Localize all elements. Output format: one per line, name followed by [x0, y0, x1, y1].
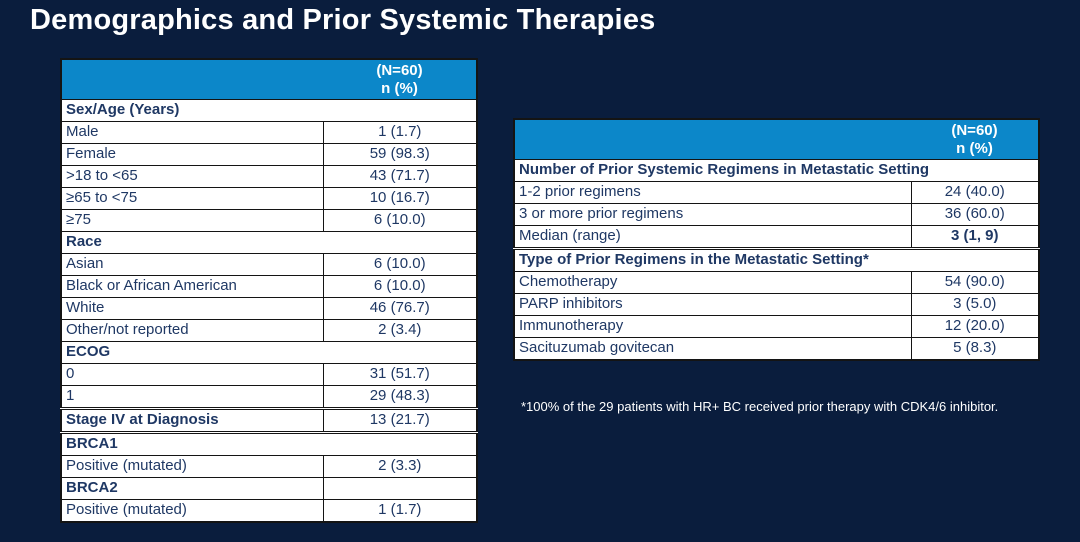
row-label: Type of Prior Regimens in the Metastatic… — [513, 247, 1040, 272]
row-label: ECOG — [60, 341, 478, 364]
table-row: ECOG — [60, 341, 478, 364]
row-label: Sex/Age (Years) — [60, 99, 478, 122]
row-label: Chemotherapy — [513, 271, 912, 294]
row-label: 0 — [60, 363, 324, 386]
row-value: 1 (1.7) — [322, 121, 478, 144]
table-row: Sex/Age (Years) — [60, 99, 478, 122]
row-label: Median (range) — [513, 225, 912, 249]
row-value: 31 (51.7) — [322, 363, 478, 386]
table-row: 0 31 (51.7) — [60, 363, 478, 386]
table-row: Median (range) 3 (1, 9) — [513, 225, 1040, 249]
header-n-label: (N=60) — [951, 121, 998, 139]
table-row: BRCA1 — [60, 431, 478, 456]
row-value: 43 (71.7) — [322, 165, 478, 188]
table-row: Female 59 (98.3) — [60, 143, 478, 166]
row-value: 2 (3.4) — [322, 319, 478, 342]
row-label: 1-2 prior regimens — [513, 181, 912, 204]
table-row: Positive (mutated) 1 (1.7) — [60, 499, 478, 523]
table-row: White 46 (76.7) — [60, 297, 478, 320]
table-row: Number of Prior Systemic Regimens in Met… — [513, 159, 1040, 182]
row-value: 59 (98.3) — [322, 143, 478, 166]
row-value: 10 (16.7) — [322, 187, 478, 210]
row-value: 6 (10.0) — [322, 209, 478, 232]
row-value: 29 (48.3) — [322, 385, 478, 409]
row-label: Other/not reported — [60, 319, 324, 342]
prior-therapies-table: (N=60) n (%) Number of Prior Systemic Re… — [513, 118, 1040, 361]
row-label: >18 to <65 — [60, 165, 324, 188]
row-label: BRCA2 — [60, 477, 324, 500]
table-row: Type of Prior Regimens in the Metastatic… — [513, 247, 1040, 272]
row-value: 24 (40.0) — [910, 181, 1040, 204]
row-label: Race — [60, 231, 478, 254]
table-row: 3 or more prior regimens 36 (60.0) — [513, 203, 1040, 226]
table-row: Chemotherapy 54 (90.0) — [513, 271, 1040, 294]
table-row: Asian 6 (10.0) — [60, 253, 478, 276]
row-label: ≥65 to <75 — [60, 187, 324, 210]
table-row: ≥65 to <75 10 (16.7) — [60, 187, 478, 210]
row-value: 6 (10.0) — [322, 275, 478, 298]
row-value: 1 (1.7) — [322, 499, 478, 523]
row-value: 3 (5.0) — [910, 293, 1040, 316]
row-label: Immunotherapy — [513, 315, 912, 338]
row-value: 3 (1, 9) — [910, 225, 1040, 249]
row-label: Number of Prior Systemic Regimens in Met… — [513, 159, 1040, 182]
row-label: Positive (mutated) — [60, 455, 324, 478]
row-label: Sacituzumab govitecan — [513, 337, 912, 361]
row-label: 3 or more prior regimens — [513, 203, 912, 226]
table-row: BRCA2 — [60, 477, 478, 500]
table-row: Positive (mutated) 2 (3.3) — [60, 455, 478, 478]
row-label: Stage IV at Diagnosis — [60, 407, 324, 433]
row-value — [322, 477, 478, 500]
row-value: 46 (76.7) — [322, 297, 478, 320]
table-header-row: (N=60) n (%) — [514, 119, 1039, 160]
table-row: Stage IV at Diagnosis 13 (21.7) — [60, 407, 478, 433]
row-label: White — [60, 297, 324, 320]
row-label: PARP inhibitors — [513, 293, 912, 316]
demographics-table: (N=60) n (%) Sex/Age (Years) Male 1 (1.7) F… — [60, 58, 478, 523]
header-pct-label: n (%) — [381, 79, 418, 97]
table-row: Sacituzumab govitecan 5 (8.3) — [513, 337, 1040, 361]
table-row: Immunotherapy 12 (20.0) — [513, 315, 1040, 338]
table-header-spacer — [61, 59, 323, 100]
row-label: Male — [60, 121, 324, 144]
table-row: 1 29 (48.3) — [60, 385, 478, 409]
row-label: Black or African American — [60, 275, 324, 298]
slide-title: Demographics and Prior Systemic Therapie… — [30, 4, 656, 36]
row-label: Female — [60, 143, 324, 166]
row-value: 2 (3.3) — [322, 455, 478, 478]
row-value: 54 (90.0) — [910, 271, 1040, 294]
header-n-label: (N=60) — [376, 61, 423, 79]
row-label: Asian — [60, 253, 324, 276]
row-value: 36 (60.0) — [910, 203, 1040, 226]
table-header: (N=60) n (%) — [911, 119, 1039, 160]
table-header-spacer — [514, 119, 911, 160]
row-value: 12 (20.0) — [910, 315, 1040, 338]
row-value: 6 (10.0) — [322, 253, 478, 276]
table-row: PARP inhibitors 3 (5.0) — [513, 293, 1040, 316]
row-value: 5 (8.3) — [910, 337, 1040, 361]
table-row: 1-2 prior regimens 24 (40.0) — [513, 181, 1040, 204]
row-label: ≥75 — [60, 209, 324, 232]
table-row: Male 1 (1.7) — [60, 121, 478, 144]
row-value: 13 (21.7) — [322, 407, 478, 433]
header-pct-label: n (%) — [956, 139, 993, 157]
footnote: *100% of the 29 patients with HR+ BC rec… — [521, 399, 999, 414]
table-header: (N=60) n (%) — [323, 59, 477, 100]
table-header-row: (N=60) n (%) — [61, 59, 477, 100]
table-row: Other/not reported 2 (3.4) — [60, 319, 478, 342]
table-row: Black or African American 6 (10.0) — [60, 275, 478, 298]
table-row: ≥75 6 (10.0) — [60, 209, 478, 232]
row-label: 1 — [60, 385, 324, 409]
row-label: Positive (mutated) — [60, 499, 324, 523]
table-row: Race — [60, 231, 478, 254]
row-label: BRCA1 — [60, 431, 478, 456]
table-row: >18 to <65 43 (71.7) — [60, 165, 478, 188]
